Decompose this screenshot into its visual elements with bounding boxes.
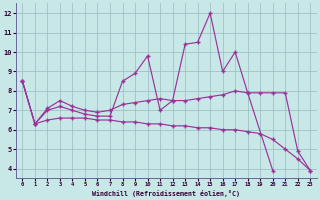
X-axis label: Windchill (Refroidissement éolien,°C): Windchill (Refroidissement éolien,°C) — [92, 190, 240, 197]
